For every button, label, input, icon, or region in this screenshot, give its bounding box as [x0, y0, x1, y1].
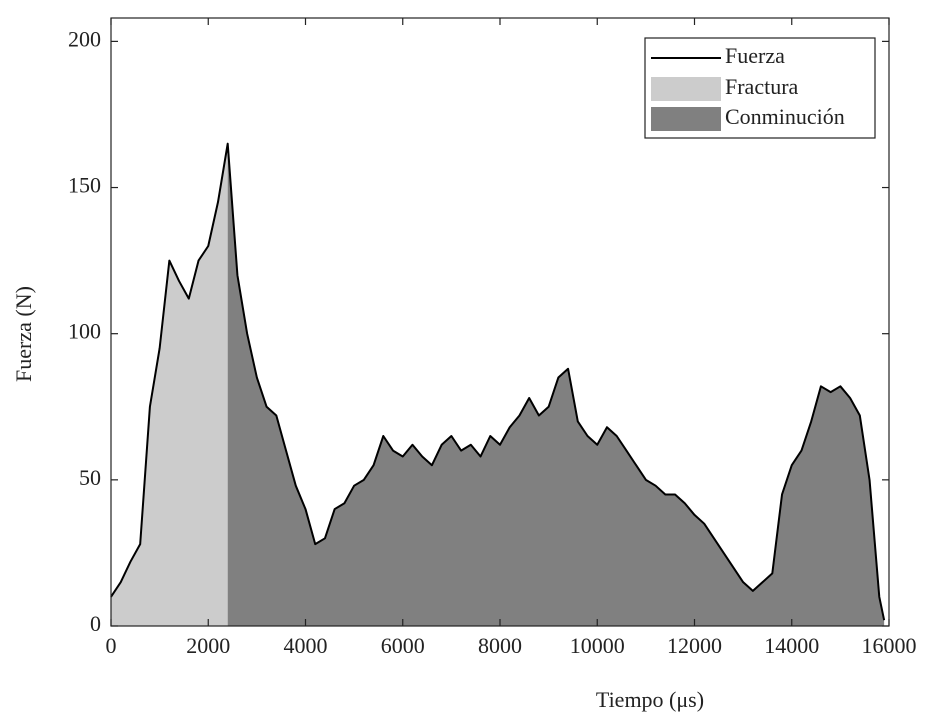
- x-axis-label: Tiempo (μs): [596, 687, 704, 712]
- y-tick-label: 150: [68, 173, 101, 198]
- x-tick-label: 8000: [478, 633, 522, 658]
- y-tick-label: 50: [79, 465, 101, 490]
- x-tick-label: 6000: [381, 633, 425, 658]
- legend-swatch: [651, 77, 721, 101]
- x-tick-label: 10000: [570, 633, 625, 658]
- x-tick-label: 14000: [764, 633, 819, 658]
- line: [110, 142, 886, 621]
- x-tick-label: 2000: [186, 633, 230, 658]
- x-tick-label: 16000: [862, 633, 917, 658]
- x-tick-label: 0: [106, 633, 117, 658]
- y-axis-label: Fuerza (N): [11, 286, 36, 382]
- y-tick-label: 0: [90, 611, 101, 636]
- legend-swatch: [651, 107, 721, 131]
- area: [111, 143, 228, 626]
- x-tick-label: 12000: [667, 633, 722, 658]
- x-tick-label: 4000: [284, 633, 328, 658]
- y-tick-label: 200: [68, 26, 101, 51]
- legend-label: Conminución: [725, 104, 845, 129]
- legend-label: Fractura: [725, 74, 799, 99]
- legend-label: Fuerza: [725, 43, 785, 68]
- y-tick-label: 100: [68, 319, 101, 344]
